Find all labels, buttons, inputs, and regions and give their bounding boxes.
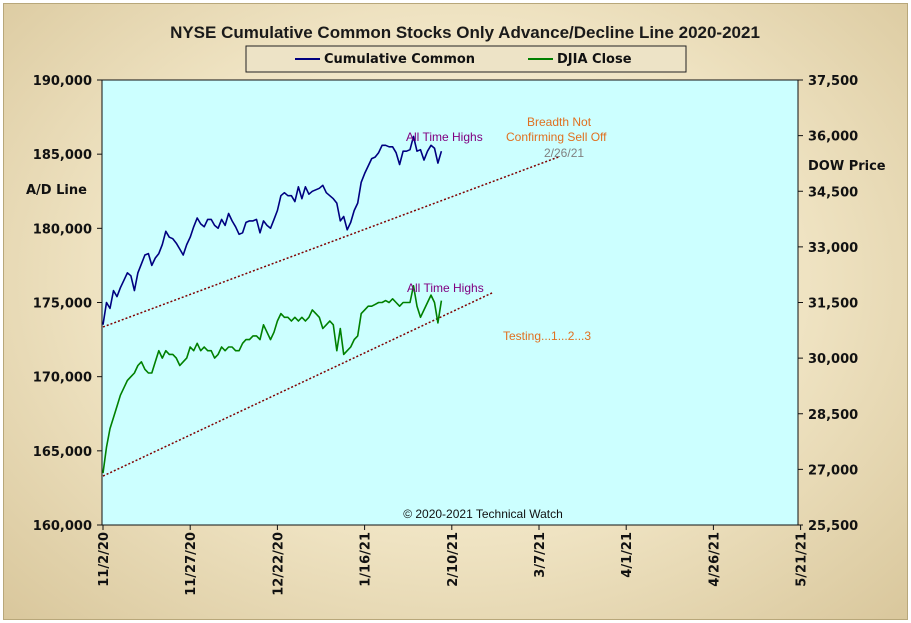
x-tick-label: 2/10/21 [446, 532, 461, 587]
x-tick-label: 11/27/20 [184, 532, 199, 596]
x-tick-label: 3/7/21 [533, 532, 548, 578]
left-axis-ticks: 190,000 185,000 180,000 175,000 170,000 165,0… [33, 74, 102, 534]
annotation-confirming-sell-off: Confirming Sell Off [506, 130, 607, 144]
series-djia-close [102, 285, 443, 474]
x-axis-ticks: 11/2/20 11/27/20 12/22/20 1/16/21 2/10/21 3/7… [97, 525, 810, 596]
right-tick-label: 37,500 [808, 74, 858, 89]
plot-area [101, 79, 799, 526]
right-tick-label: 28,500 [808, 408, 858, 423]
right-axis-ticks: 37,500 36,000 34,500 33,000 31,500 30,000 28,5… [798, 74, 858, 534]
series-cumulative-common [102, 135, 443, 325]
right-tick-label: 30,000 [808, 352, 858, 367]
right-tick-label: 25,500 [808, 519, 858, 534]
right-tick-label: 27,000 [808, 463, 858, 478]
trendline-1 [102, 155, 561, 328]
left-tick-label: 165,000 [33, 445, 92, 460]
x-tick-label: 5/21/21 [795, 532, 810, 587]
annotation-date: 2/26/21 [544, 146, 584, 160]
x-tick-label: 1/16/21 [359, 532, 374, 587]
left-tick-label: 160,000 [33, 519, 92, 534]
annotation-all-time-highs-ad: All Time Highs [406, 130, 483, 144]
legend-label-cumulative: Cumulative Common [324, 52, 475, 67]
right-tick-label: 33,000 [808, 241, 858, 256]
left-axis-label: A/D Line [26, 183, 87, 198]
left-tick-label: 180,000 [33, 222, 92, 237]
x-tick-label: 4/1/21 [620, 532, 635, 578]
left-tick-label: 175,000 [33, 297, 92, 312]
right-tick-label: 34,500 [808, 185, 858, 200]
x-tick-label: 12/22/20 [271, 532, 286, 596]
x-tick-label: 11/2/20 [97, 532, 112, 587]
left-tick-label: 190,000 [33, 74, 92, 89]
x-tick-label: 4/26/21 [707, 532, 722, 587]
left-tick-label: 185,000 [33, 148, 92, 163]
left-tick-label: 170,000 [33, 371, 92, 386]
annotation-breadth-not: Breadth Not [527, 115, 592, 129]
right-tick-label: 36,000 [808, 130, 858, 145]
credit-text: © 2020-2021 Technical Watch [403, 507, 563, 521]
annotation-all-time-highs-djia: All Time Highs [407, 281, 484, 295]
right-tick-label: 31,500 [808, 297, 858, 312]
right-axis-label: DOW Price [808, 159, 886, 174]
annotation-testing: Testing...1...2...3 [503, 329, 591, 343]
trendlines [102, 155, 561, 477]
chart-title: NYSE Cumulative Common Stocks Only Advan… [170, 23, 760, 42]
series-lines [102, 135, 443, 474]
legend-label-djia: DJIA Close [557, 52, 632, 67]
